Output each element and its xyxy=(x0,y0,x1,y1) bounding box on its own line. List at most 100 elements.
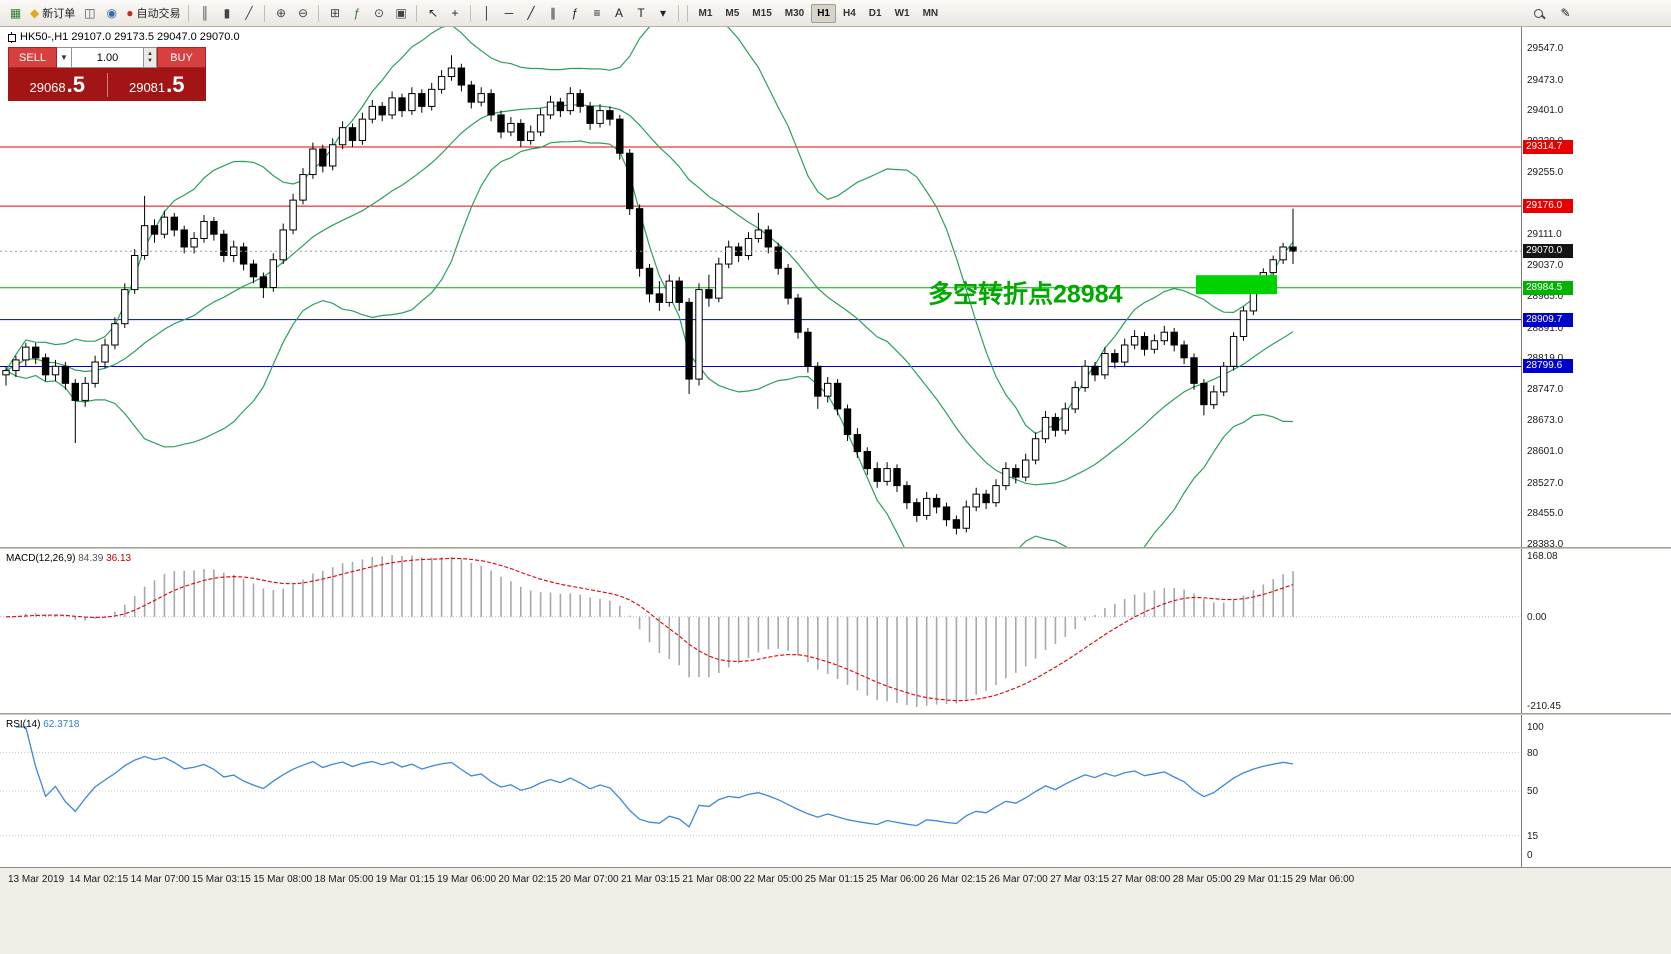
price-axis[interactable]: 29547.029473.029401.029329.029255.029183… xyxy=(1521,27,1671,867)
toolbar-separator xyxy=(687,4,689,22)
data-window-button[interactable]: ◫ xyxy=(79,3,100,24)
auto-trading-button[interactable]: ● 自动交易 xyxy=(123,3,183,24)
sell-price-pips: .5 xyxy=(66,71,85,97)
timeframe-mn-button[interactable]: MN xyxy=(922,7,939,19)
sell-price[interactable]: 29068 .5 xyxy=(8,72,107,98)
lot-size-input[interactable] xyxy=(72,47,144,68)
buy-button[interactable]: BUY xyxy=(157,47,206,68)
rsi-name: RSI(14) xyxy=(6,719,41,730)
candlestick-mode-icon: ▮ xyxy=(223,6,231,20)
lot-dropdown[interactable]: ▼ xyxy=(57,47,72,68)
arrows-tool-icon: T xyxy=(637,6,645,20)
svg-text:多空转折点28984: 多空转折点28984 xyxy=(928,280,1123,309)
timeframe-d1-button[interactable]: D1 xyxy=(868,7,882,19)
chevron-down-icon: ▼ xyxy=(60,53,68,62)
timeframe-m30-button[interactable]: M30 xyxy=(784,7,805,19)
auto-trading-button-label: 自动交易 xyxy=(136,8,181,20)
time-axis-label: 15 Mar 08:00 xyxy=(253,874,313,885)
axis-label: 29037.0 xyxy=(1527,260,1564,272)
time-axis-label: 21 Mar 08:00 xyxy=(682,874,742,885)
price-badge: 28799.6 xyxy=(1523,359,1573,374)
text-tool-icon: A xyxy=(614,6,623,20)
main-toolbar: ▦ ◆ 新订单 ◫ ◉ ● 自动交易 ║ ▮ ╱ ⊕ ⊖ ⊞ ƒ ⊙ ▣ ↖ + │ ─ ╱ ∥ ƒ ≡ A T ▾ M1 M5 M15… xyxy=(0,0,1671,27)
lot-stepper[interactable]: ▲ ▼ xyxy=(144,47,157,68)
vertical-line-tool-button[interactable]: │ xyxy=(476,3,497,24)
axis-label: 15 xyxy=(1527,830,1539,842)
time-axis-label: 15 Mar 03:15 xyxy=(191,874,251,885)
order-prices-row: 29068 .5 29081 .5 xyxy=(8,68,206,101)
price-badge: 29176.0 xyxy=(1523,199,1573,214)
panel-separator[interactable] xyxy=(0,547,1671,549)
fibonacci-tool-button[interactable]: ƒ xyxy=(564,3,585,24)
lines-tool-button[interactable]: ≡ xyxy=(586,3,607,24)
zoom-out-icon: ⊖ xyxy=(297,6,309,20)
market-watch-button[interactable]: ◉ xyxy=(101,3,122,24)
bar-chart-mode-button[interactable]: ║ xyxy=(194,3,215,24)
tile-windows-button[interactable]: ⊞ xyxy=(324,3,345,24)
cursor-tool-button[interactable]: ↖ xyxy=(422,3,443,24)
indicators-button[interactable]: ƒ xyxy=(346,3,367,24)
zoom-out-button[interactable]: ⊖ xyxy=(292,3,313,24)
new-order-button[interactable]: ◆ 新订单 xyxy=(27,3,78,24)
panel-separator[interactable] xyxy=(0,713,1671,715)
price-badge: 28909.7 xyxy=(1523,312,1573,327)
axis-label: 29401.0 xyxy=(1527,105,1564,117)
channel-tool-button[interactable]: ∥ xyxy=(542,3,563,24)
arrows-tool-button[interactable]: T xyxy=(630,3,651,24)
time-axis-label: 19 Mar 06:00 xyxy=(437,874,497,885)
axis-label: 28601.0 xyxy=(1527,446,1564,458)
cursor-tool-icon: ↖ xyxy=(427,6,439,20)
auto-trading-icon: ● xyxy=(126,6,134,20)
edit-button[interactable]: ✎ xyxy=(1555,3,1576,24)
timeframe-m1-button[interactable]: M1 xyxy=(698,7,713,19)
time-axis-label: 14 Mar 07:00 xyxy=(130,874,190,885)
trendline-tool-icon: ╱ xyxy=(527,6,535,20)
periods-button[interactable]: ⊙ xyxy=(368,3,389,24)
axis-label: 28673.0 xyxy=(1527,415,1564,427)
crosshair-tool-button[interactable]: + xyxy=(444,3,465,24)
timeframe-m5-button[interactable]: M5 xyxy=(725,7,740,19)
candlestick-mode-button[interactable]: ▮ xyxy=(216,3,237,24)
sell-button[interactable]: SELL xyxy=(8,47,57,68)
axis-label: 100 xyxy=(1527,722,1544,733)
time-axis-label: 20 Mar 02:15 xyxy=(498,874,558,885)
search-button[interactable] xyxy=(1528,3,1549,24)
time-axis-label: 25 Mar 06:00 xyxy=(866,874,926,885)
axis-label: 28819.0 xyxy=(1527,353,1563,364)
toolbar-separator xyxy=(470,4,472,22)
timeframe-w1-button[interactable]: W1 xyxy=(894,7,910,19)
horizontal-line-tool-button[interactable]: ─ xyxy=(498,3,519,24)
text-tool-button[interactable]: A xyxy=(608,3,629,24)
timeframe-m15-button[interactable]: M15 xyxy=(752,7,772,19)
axis-label: 168.08 xyxy=(1527,551,1558,562)
order-controls-row: SELL ▼ ▲ ▼ BUY xyxy=(8,47,206,68)
indicators-icon: ƒ xyxy=(353,6,361,20)
axis-label: 29255.0 xyxy=(1527,167,1564,179)
toolbar-right: ✎ xyxy=(1528,3,1666,24)
price-chart-canvas[interactable]: 多空转折点28984 xyxy=(0,27,1521,547)
time-axis[interactable]: 13 Mar 2019 14 Mar 02:15 14 Mar 07:00 15 Ma… xyxy=(0,867,1671,954)
trendline-tool-button[interactable]: ╱ xyxy=(520,3,541,24)
buy-price[interactable]: 29081 .5 xyxy=(108,72,207,98)
zoom-in-button[interactable]: ⊕ xyxy=(270,3,291,24)
macd-panel-canvas[interactable] xyxy=(0,549,1521,713)
bar-chart-mode-icon: ║ xyxy=(200,6,210,20)
price-badge: 28984.5 xyxy=(1523,280,1573,295)
timeframe-h1-button[interactable]: H1 xyxy=(811,3,836,23)
rsi-panel-canvas[interactable] xyxy=(0,715,1521,867)
new-chart-button[interactable]: ▦ xyxy=(5,3,26,24)
axis-label: 28965.0 xyxy=(1527,291,1564,302)
templates-button[interactable]: ▣ xyxy=(390,3,411,24)
macd-signal-value: 36.13 xyxy=(106,553,132,564)
line-chart-mode-button[interactable]: ╱ xyxy=(238,3,259,24)
templates-icon: ▣ xyxy=(395,6,407,20)
time-axis-label: 29 Mar 01:15 xyxy=(1234,874,1293,885)
axis-label: -210.45 xyxy=(1527,701,1561,712)
crosshair-tool-icon: + xyxy=(451,6,459,20)
new-order-icon: ◆ xyxy=(30,6,40,20)
buy-price-pips: .5 xyxy=(166,71,185,97)
shapes-menu-button[interactable]: ▾ xyxy=(652,3,673,24)
one-click-trading-panel: SELL ▼ ▲ ▼ BUY 29068 .5 29081 .5 xyxy=(8,47,206,101)
axis-label: 29111.0 xyxy=(1527,228,1562,240)
timeframe-h4-button[interactable]: H4 xyxy=(843,7,856,19)
